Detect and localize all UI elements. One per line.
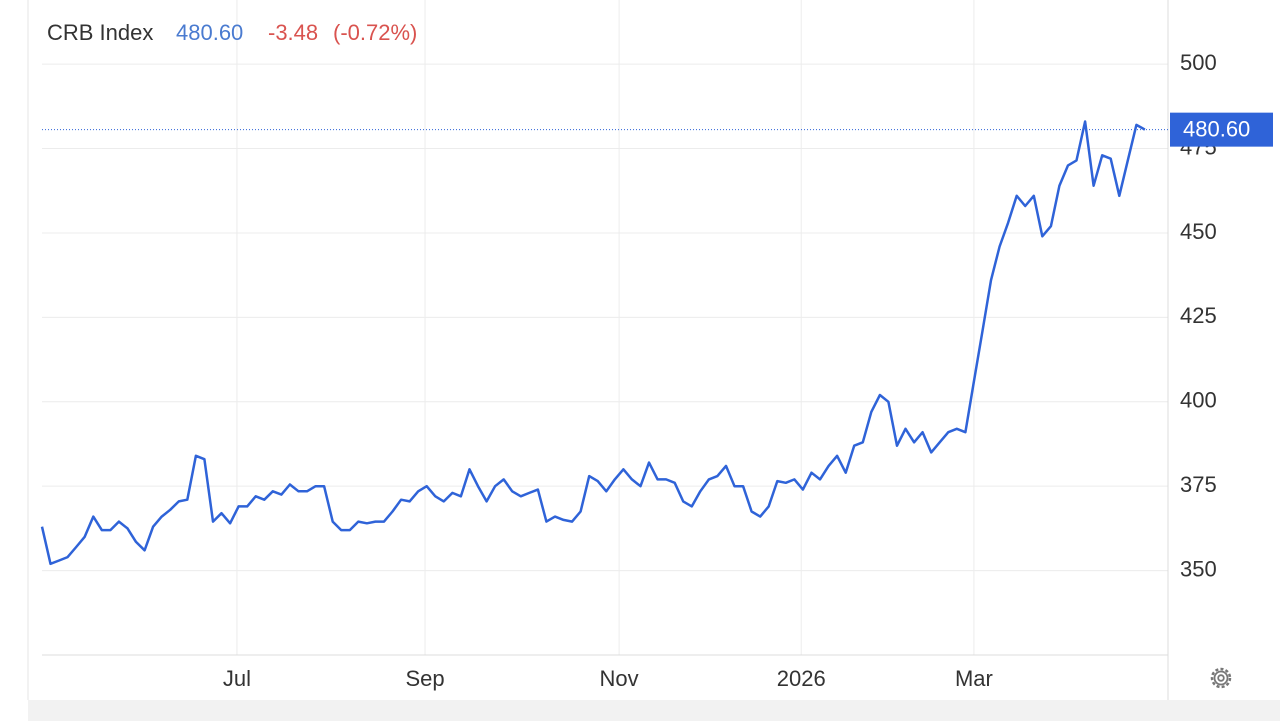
- last-value-label: 480.60: [1183, 116, 1250, 141]
- price: 480.60: [176, 20, 243, 45]
- y-tick-label: 375: [1180, 472, 1217, 497]
- gear-teeth[interactable]: [1210, 667, 1232, 689]
- chart-title: CRB Index: [47, 20, 153, 45]
- change: -3.48: [268, 20, 318, 45]
- y-tick-label: 450: [1180, 219, 1217, 244]
- series-line: [40, 120, 1146, 566]
- x-tick-label: Mar: [955, 666, 993, 691]
- plot: [40, 120, 1168, 566]
- bottom-strip: [28, 700, 1280, 721]
- x-tick-label: Jul: [223, 666, 251, 691]
- grid: [42, 0, 1168, 655]
- x-tick-label: Nov: [600, 666, 639, 691]
- change-percent: (-0.72%): [333, 20, 417, 45]
- y-tick-label: 425: [1180, 303, 1217, 328]
- gear-ring[interactable]: [1213, 670, 1229, 686]
- x-tick-label: 2026: [777, 666, 826, 691]
- x-tick-label: Sep: [405, 666, 444, 691]
- last-value-badge: [1170, 112, 1273, 147]
- y-tick-label: 400: [1180, 388, 1217, 413]
- gear-hole[interactable]: [1217, 674, 1225, 682]
- y-tick-label: 500: [1180, 50, 1217, 75]
- y-tick-label: 350: [1180, 556, 1217, 581]
- settings-icon[interactable]: [1210, 667, 1232, 689]
